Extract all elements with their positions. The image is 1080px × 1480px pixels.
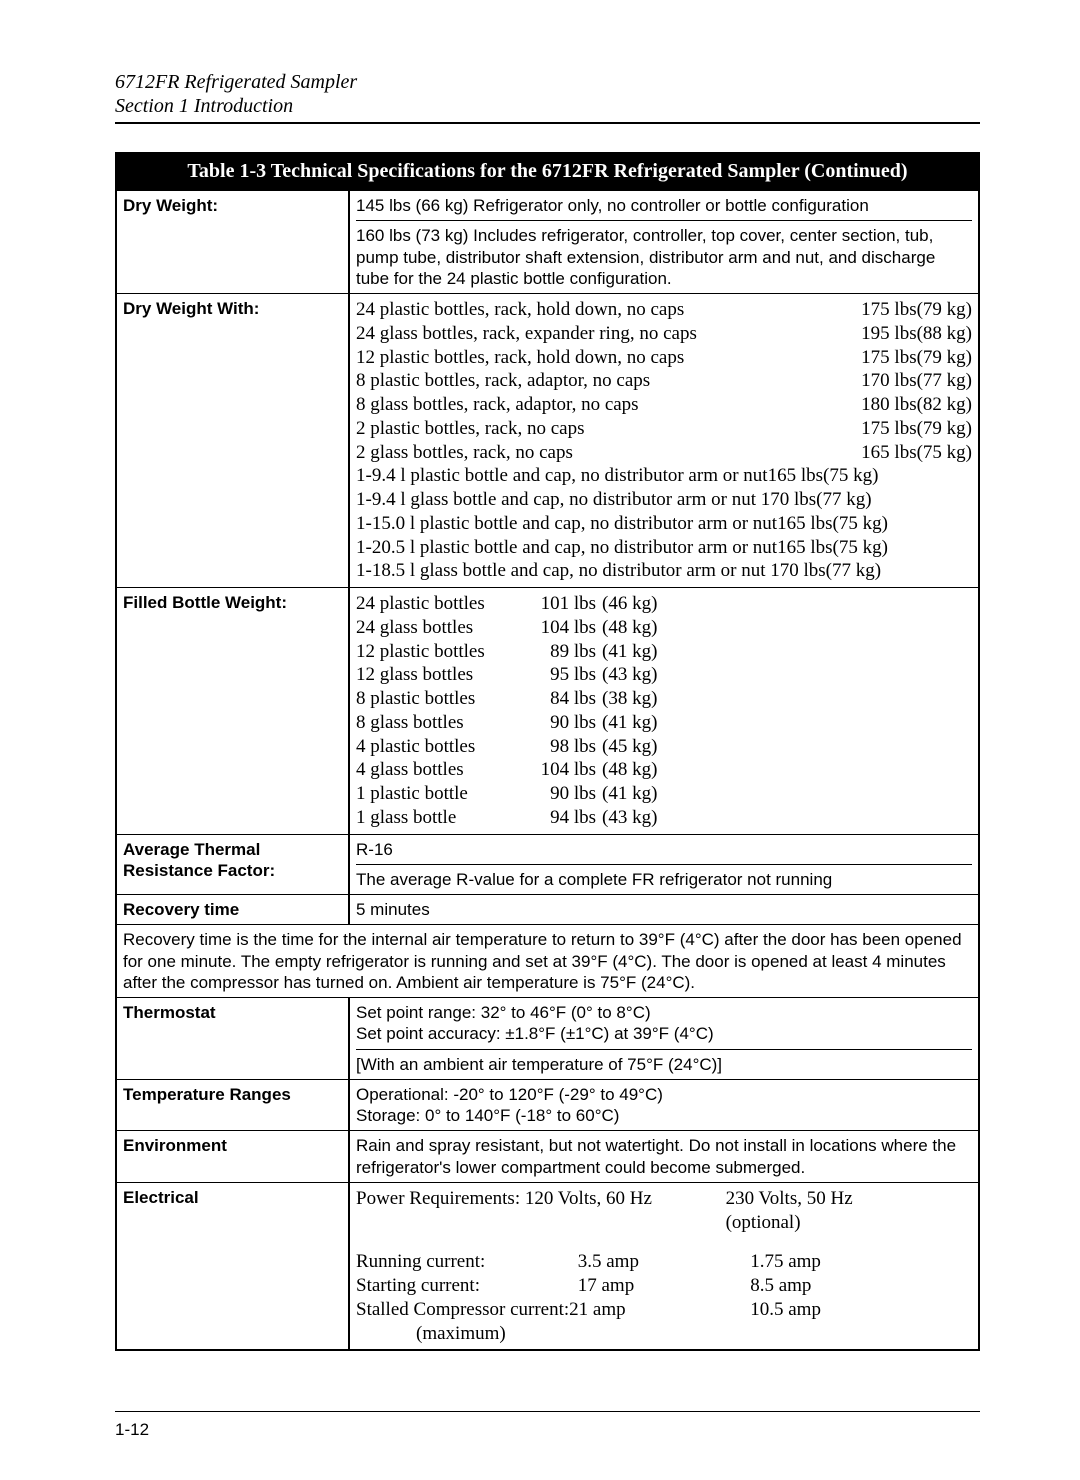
footer-rule	[115, 1411, 980, 1412]
elec-stalled: Stalled Compressor current:21 amp 10.5 a…	[356, 1298, 972, 1322]
fb-row: 1 plastic bottle90 lbs(41 kg)	[356, 782, 972, 806]
thermostat-l1: Set point range: 32° to 46°F (0° to 8°C)	[356, 1002, 972, 1023]
dww-wrap: 1-9.4 l plastic bottle and cap, no distr…	[356, 464, 972, 488]
elec-row: Starting current: 17 amp 8.5 amp	[356, 1274, 972, 1298]
thermostat-l3: [With an ambient air temperature of 75°F…	[356, 1049, 972, 1075]
header-product: 6712FR Refrigerated Sampler	[115, 70, 980, 94]
fb-row: 8 plastic bottles84 lbs(38 kg)	[356, 687, 972, 711]
dww-row: 24 plastic bottles, rack, hold down, no …	[356, 298, 972, 322]
page-number: 1-12	[115, 1420, 980, 1440]
dry-weight-l2: 160 lbs (73 kg) Includes refrigerator, c…	[356, 220, 972, 289]
electrical-value: Power Requirements: 120 Volts, 60 Hz 230…	[349, 1182, 979, 1350]
header-rule	[115, 122, 980, 124]
dww-row: 24 glass bottles, rack, expander ring, n…	[356, 322, 972, 346]
environment-value: Rain and spray resistant, but not watert…	[349, 1131, 979, 1183]
fb-row: 24 glass bottles104 lbs(48 kg)	[356, 616, 972, 640]
filled-bottle-value: 24 plastic bottles101 lbs(46 kg) 24 glas…	[349, 588, 979, 835]
spec-table: Table 1-3 Technical Specifications for t…	[115, 152, 980, 1351]
dry-weight-l1: 145 lbs (66 kg) Refrigerator only, no co…	[356, 195, 972, 216]
recovery-value: 5 minutes	[349, 895, 979, 925]
dry-weight-with-value: 24 plastic bottles, rack, hold down, no …	[349, 294, 979, 588]
dww-wrap: 1-18.5 l glass bottle and cap, no distri…	[356, 559, 972, 583]
elec-stalled-sub: (maximum)	[356, 1322, 972, 1346]
fb-row: 1 glass bottle94 lbs(43 kg)	[356, 806, 972, 830]
temp-ranges-l2: Storage: 0° to 140°F (-18° to 60°C)	[356, 1105, 972, 1126]
dww-row: 8 glass bottles, rack, adaptor, no caps1…	[356, 393, 972, 417]
atrf-value: R-16 The average R-value for a complete …	[349, 834, 979, 895]
thermostat-value: Set point range: 32° to 46°F (0° to 8°C)…	[349, 998, 979, 1080]
temp-ranges-value: Operational: -20° to 120°F (-29° to 49°C…	[349, 1079, 979, 1131]
atrf-label: Average Thermal Resistance Factor:	[116, 834, 349, 895]
dry-weight-label: Dry Weight:	[116, 190, 349, 294]
thermostat-l2: Set point accuracy: ±1.8°F (±1°C) at 39°…	[356, 1023, 972, 1044]
dww-wrap: 1-9.4 l glass bottle and cap, no distrib…	[356, 488, 972, 512]
atrf-v2: The average R-value for a complete FR re…	[356, 864, 972, 890]
dry-weight-value: 145 lbs (66 kg) Refrigerator only, no co…	[349, 190, 979, 294]
temp-ranges-label: Temperature Ranges	[116, 1079, 349, 1131]
header-section: Section 1 Introduction	[115, 94, 980, 118]
thermostat-label: Thermostat	[116, 998, 349, 1080]
elec-row: Running current: 3.5 amp 1.75 amp	[356, 1250, 972, 1274]
dww-row: 2 glass bottles, rack, no caps165 lbs(75…	[356, 441, 972, 465]
fb-row: 4 plastic bottles98 lbs(45 kg)	[356, 735, 972, 759]
electrical-label: Electrical	[116, 1182, 349, 1350]
fb-row: 12 glass bottles95 lbs(43 kg)	[356, 663, 972, 687]
dww-wrap: 1-20.5 l plastic bottle and cap, no dist…	[356, 536, 972, 560]
dww-row: 8 plastic bottles, rack, adaptor, no cap…	[356, 369, 972, 393]
temp-ranges-l1: Operational: -20° to 120°F (-29° to 49°C…	[356, 1084, 972, 1105]
fb-row: 24 plastic bottles101 lbs(46 kg)	[356, 592, 972, 616]
fb-row: 12 plastic bottles89 lbs(41 kg)	[356, 640, 972, 664]
elec-power: Power Requirements: 120 Volts, 60 Hz 230…	[356, 1187, 972, 1211]
fb-row: 4 glass bottles104 lbs(48 kg)	[356, 758, 972, 782]
filled-bottle-label: Filled Bottle Weight:	[116, 588, 349, 835]
table-title: Table 1-3 Technical Specifications for t…	[116, 153, 979, 190]
recovery-note: Recovery time is the time for the intern…	[116, 925, 979, 998]
environment-label: Environment	[116, 1131, 349, 1183]
dww-row: 2 plastic bottles, rack, no caps175 lbs(…	[356, 417, 972, 441]
elec-power-opt: (optional)	[356, 1211, 972, 1235]
fb-row: 8 glass bottles90 lbs(41 kg)	[356, 711, 972, 735]
dww-row: 12 plastic bottles, rack, hold down, no …	[356, 346, 972, 370]
dww-wrap: 1-15.0 l plastic bottle and cap, no dist…	[356, 512, 972, 536]
atrf-v1: R-16	[356, 839, 972, 860]
recovery-label: Recovery time	[116, 895, 349, 925]
dry-weight-with-label: Dry Weight With:	[116, 294, 349, 588]
